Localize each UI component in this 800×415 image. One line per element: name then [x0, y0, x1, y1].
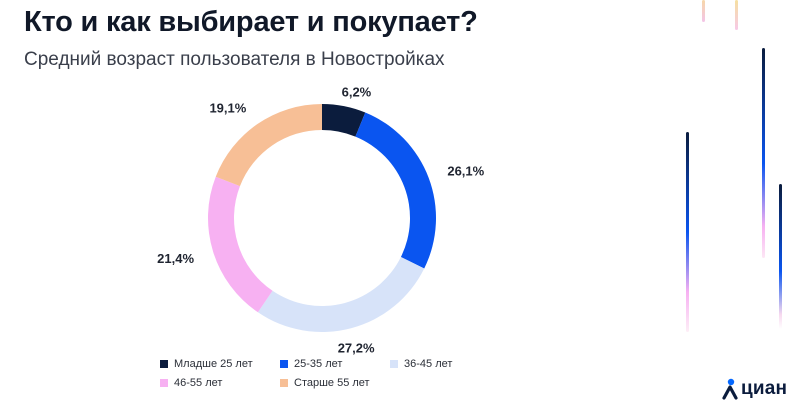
donut-slice-4: [215, 104, 322, 187]
donut-slice-3: [208, 176, 273, 313]
legend-item-over-55: Старше 55 лет: [280, 377, 390, 389]
legend-swatch-25-35: [280, 360, 288, 368]
legend-swatch-over-55: [280, 379, 288, 387]
legend-item-25-35: 25-35 лет: [280, 358, 390, 370]
cian-logo-icon: [722, 378, 738, 400]
legend-label: Младше 25 лет: [174, 358, 253, 370]
decorative-line: [762, 48, 765, 258]
decorative-line: [779, 184, 782, 329]
data-label-0: 6,2%: [342, 84, 372, 99]
legend-label: 36-45 лет: [404, 358, 453, 370]
donut-slice-0: [322, 104, 366, 137]
data-label-1: 26,1%: [447, 164, 484, 179]
chart-legend: Младше 25 лет 25-35 лет 36-45 лет 46-55 …: [160, 358, 490, 389]
legend-item-36-45: 36-45 лет: [390, 358, 490, 370]
data-label-2: 27,2%: [338, 341, 375, 356]
page-title: Кто и как выбирает и покупает?: [24, 6, 478, 38]
legend-label: 46-55 лет: [174, 377, 223, 389]
page-subtitle: Средний возраст пользователя в Новострой…: [24, 49, 445, 70]
donut-slice-2: [257, 256, 425, 332]
legend-swatch-46-55: [160, 379, 168, 387]
decorative-line: [702, 0, 705, 22]
cian-logo-text: циан: [741, 378, 788, 399]
legend-label: Старше 55 лет: [294, 377, 370, 389]
legend-swatch-36-45: [390, 360, 398, 368]
donut-slice-1: [355, 112, 436, 269]
legend-item-under-25: Младше 25 лет: [160, 358, 280, 370]
legend-item-46-55: 46-55 лет: [160, 377, 280, 389]
decorative-line: [735, 0, 738, 30]
cian-logo: циан: [722, 378, 787, 400]
legend-swatch-under-25: [160, 360, 168, 368]
data-label-4: 19,1%: [209, 100, 246, 115]
data-label-3: 21,4%: [157, 251, 194, 266]
legend-label: 25-35 лет: [294, 358, 343, 370]
decorative-line: [686, 132, 689, 332]
